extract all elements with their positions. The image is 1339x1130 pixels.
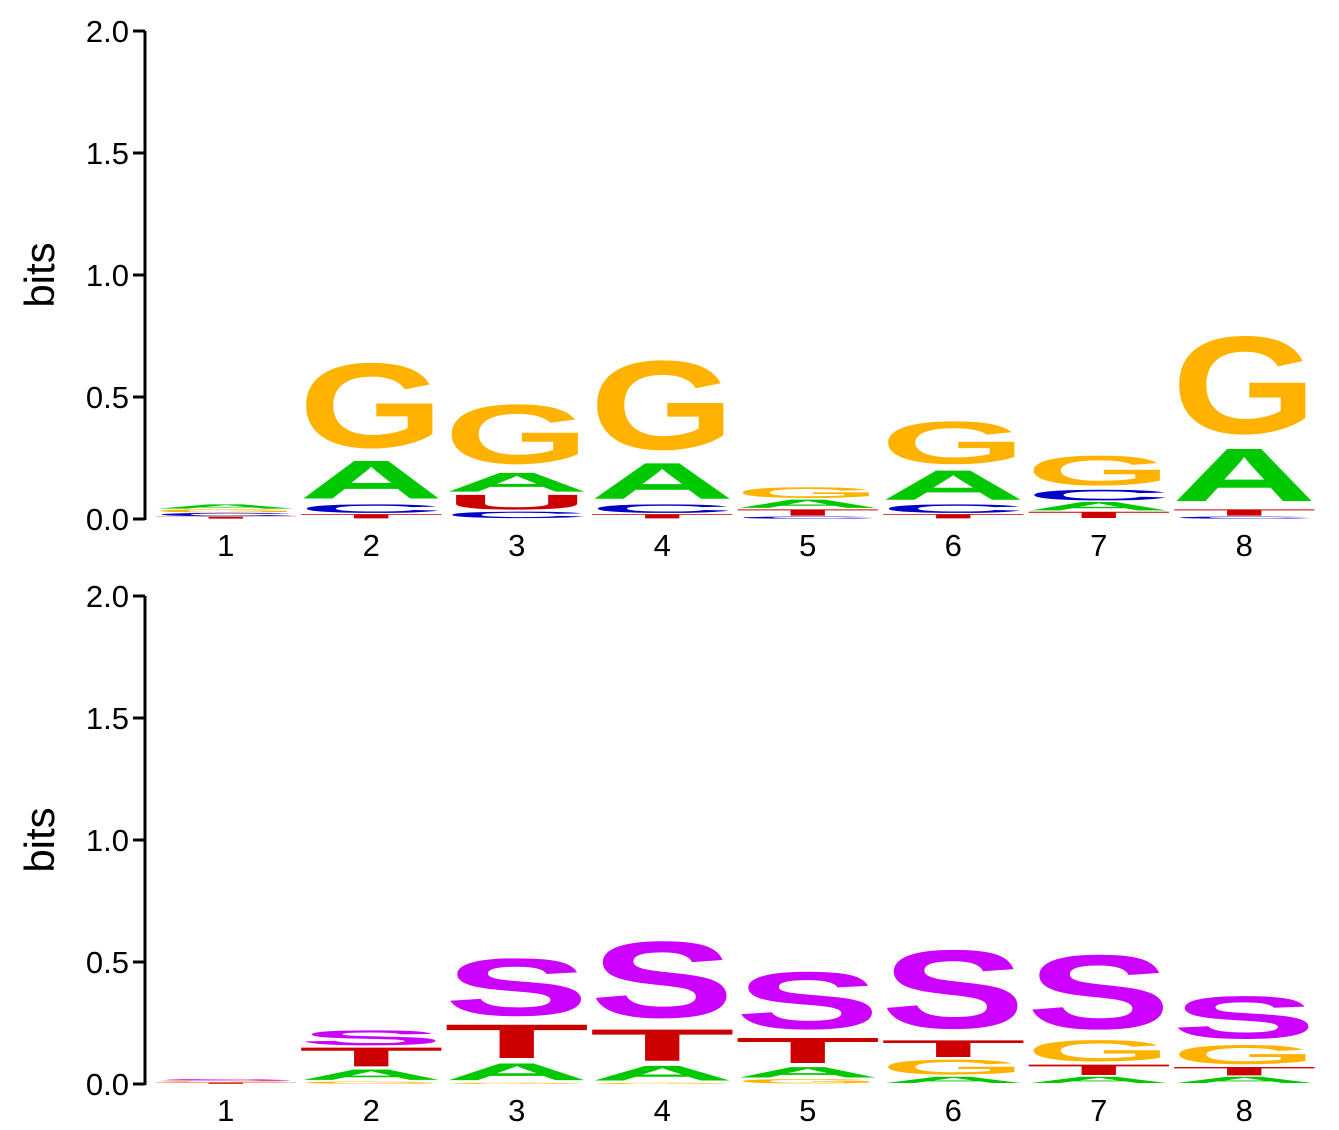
logo-letter-C: C — [1026, 487, 1171, 504]
logo-letter-G: G — [299, 338, 444, 473]
x-tick-label: 5 — [799, 528, 816, 563]
y-tick-label: 0.0 — [86, 502, 129, 537]
logo-letter-A: A — [1172, 1075, 1317, 1085]
x-tick-label: 4 — [654, 528, 671, 563]
logo-letter-S: S — [153, 1079, 299, 1082]
x-tick-label: 6 — [945, 1093, 962, 1128]
logo-letter-A: A — [1026, 1075, 1171, 1085]
y-tick-label: 2.0 — [86, 14, 129, 49]
y-tick-label: 1.0 — [86, 823, 129, 858]
logo-letter-T: T — [735, 507, 880, 517]
logo-letter-G: G — [881, 1055, 1026, 1079]
logo-letter-C: C — [299, 502, 444, 515]
logo-letter-A: A — [881, 1075, 1026, 1085]
x-tick-label: 3 — [508, 1093, 525, 1128]
y-axis-title: bits — [16, 242, 63, 307]
logo-letter-G: G — [444, 1082, 589, 1084]
logo-letter-C: C — [444, 510, 589, 520]
logo-letter-A: A — [1172, 433, 1317, 518]
y-axis-title: bits — [16, 807, 63, 872]
logo-letter-A: A — [735, 1064, 880, 1081]
logo-letter-T: T — [299, 513, 444, 520]
logo-letter-A: A — [1026, 500, 1171, 513]
logo-letter-G: G — [590, 334, 735, 476]
x-tick-label: 7 — [1090, 1093, 1107, 1128]
logo-letter-A: A — [444, 1058, 589, 1085]
logo-letter-S: S — [444, 941, 589, 1032]
logo-letter-T: T — [1172, 1064, 1317, 1078]
logo-letter-C: C — [590, 502, 735, 515]
logo-letter-T: T — [153, 516, 298, 519]
logo-letter-T: T — [881, 513, 1026, 520]
y-tick-label: 1.5 — [86, 701, 129, 736]
y-tick-label: 0.0 — [86, 1067, 129, 1102]
logo-letter-S: S — [881, 927, 1026, 1052]
y-tick-label: 2.0 — [86, 579, 129, 614]
logo-letter-T: T — [1026, 1061, 1171, 1078]
logo-letter-C: C — [153, 512, 298, 517]
logo-letter-T: T — [735, 1030, 880, 1070]
x-tick-label: 5 — [799, 1093, 816, 1128]
y-tick-label: 0.5 — [86, 945, 129, 980]
x-tick-label: 4 — [654, 1093, 671, 1128]
logo-letter-T: T — [299, 1042, 444, 1072]
logo-letter-T: T — [1026, 510, 1171, 520]
logo-letter-A: A — [299, 449, 445, 510]
logo-letter-T: T — [590, 513, 735, 520]
logo-letter-G: G — [299, 1081, 444, 1084]
x-tick-label: 2 — [363, 1093, 380, 1128]
logo-letter-S: S — [1026, 934, 1171, 1052]
logo-letter-T: T — [1172, 507, 1317, 517]
logo-letter-C: C — [881, 502, 1026, 515]
logo-letter-C: C — [735, 516, 880, 519]
logo-letter-T: T — [153, 1082, 298, 1084]
y-tick-label: 0.5 — [86, 380, 129, 415]
logo-letter-A: A — [299, 1066, 444, 1083]
logo-letter-G: G — [1172, 307, 1317, 462]
x-tick-label: 2 — [363, 528, 380, 563]
logo-letter-A: A — [444, 467, 589, 497]
y-tick-label: 1.0 — [86, 258, 129, 293]
logo-letter-S: S — [299, 1026, 444, 1050]
logo-letter-A: A — [153, 503, 298, 510]
logo-letter-G: G — [153, 1081, 298, 1083]
logo-letter-S: S — [1172, 984, 1317, 1052]
logo-letter-A: A — [881, 461, 1026, 508]
logo-letter-G: G — [1026, 1034, 1171, 1068]
y-tick-label: 1.5 — [86, 136, 129, 171]
logo-letter-A: A — [735, 497, 880, 510]
logo-letter-C: C — [1172, 516, 1317, 519]
x-tick-label: 8 — [1236, 1093, 1253, 1128]
logo-letter-T: T — [444, 1014, 589, 1068]
x-tick-label: 6 — [945, 528, 962, 563]
logo-letter-A: A — [590, 1061, 736, 1085]
logo-letter-S: S — [590, 919, 735, 1041]
logo-letter-G: G — [735, 1078, 880, 1085]
x-tick-label: 1 — [217, 528, 234, 563]
logo-letter-G: G — [1172, 1040, 1317, 1070]
logo-letter-G: G — [1026, 447, 1171, 494]
x-tick-label: 7 — [1090, 528, 1107, 563]
logo-letter-T: T — [590, 1020, 735, 1071]
logo-letter-G: G — [735, 484, 880, 501]
logo-letter-G: G — [153, 508, 298, 513]
logo-letter-S: S — [735, 955, 880, 1046]
x-tick-label: 8 — [1236, 528, 1253, 563]
logo-letter-T: T — [881, 1035, 1026, 1062]
logo-letter-G: G — [444, 387, 589, 482]
x-tick-label: 1 — [217, 1093, 234, 1128]
logo-letter-G: G — [590, 1082, 735, 1084]
x-tick-label: 3 — [508, 528, 525, 563]
logo-letter-G: G — [881, 409, 1026, 476]
logo-letter-A: A — [590, 453, 735, 510]
logo-letter-U: U — [444, 490, 590, 514]
